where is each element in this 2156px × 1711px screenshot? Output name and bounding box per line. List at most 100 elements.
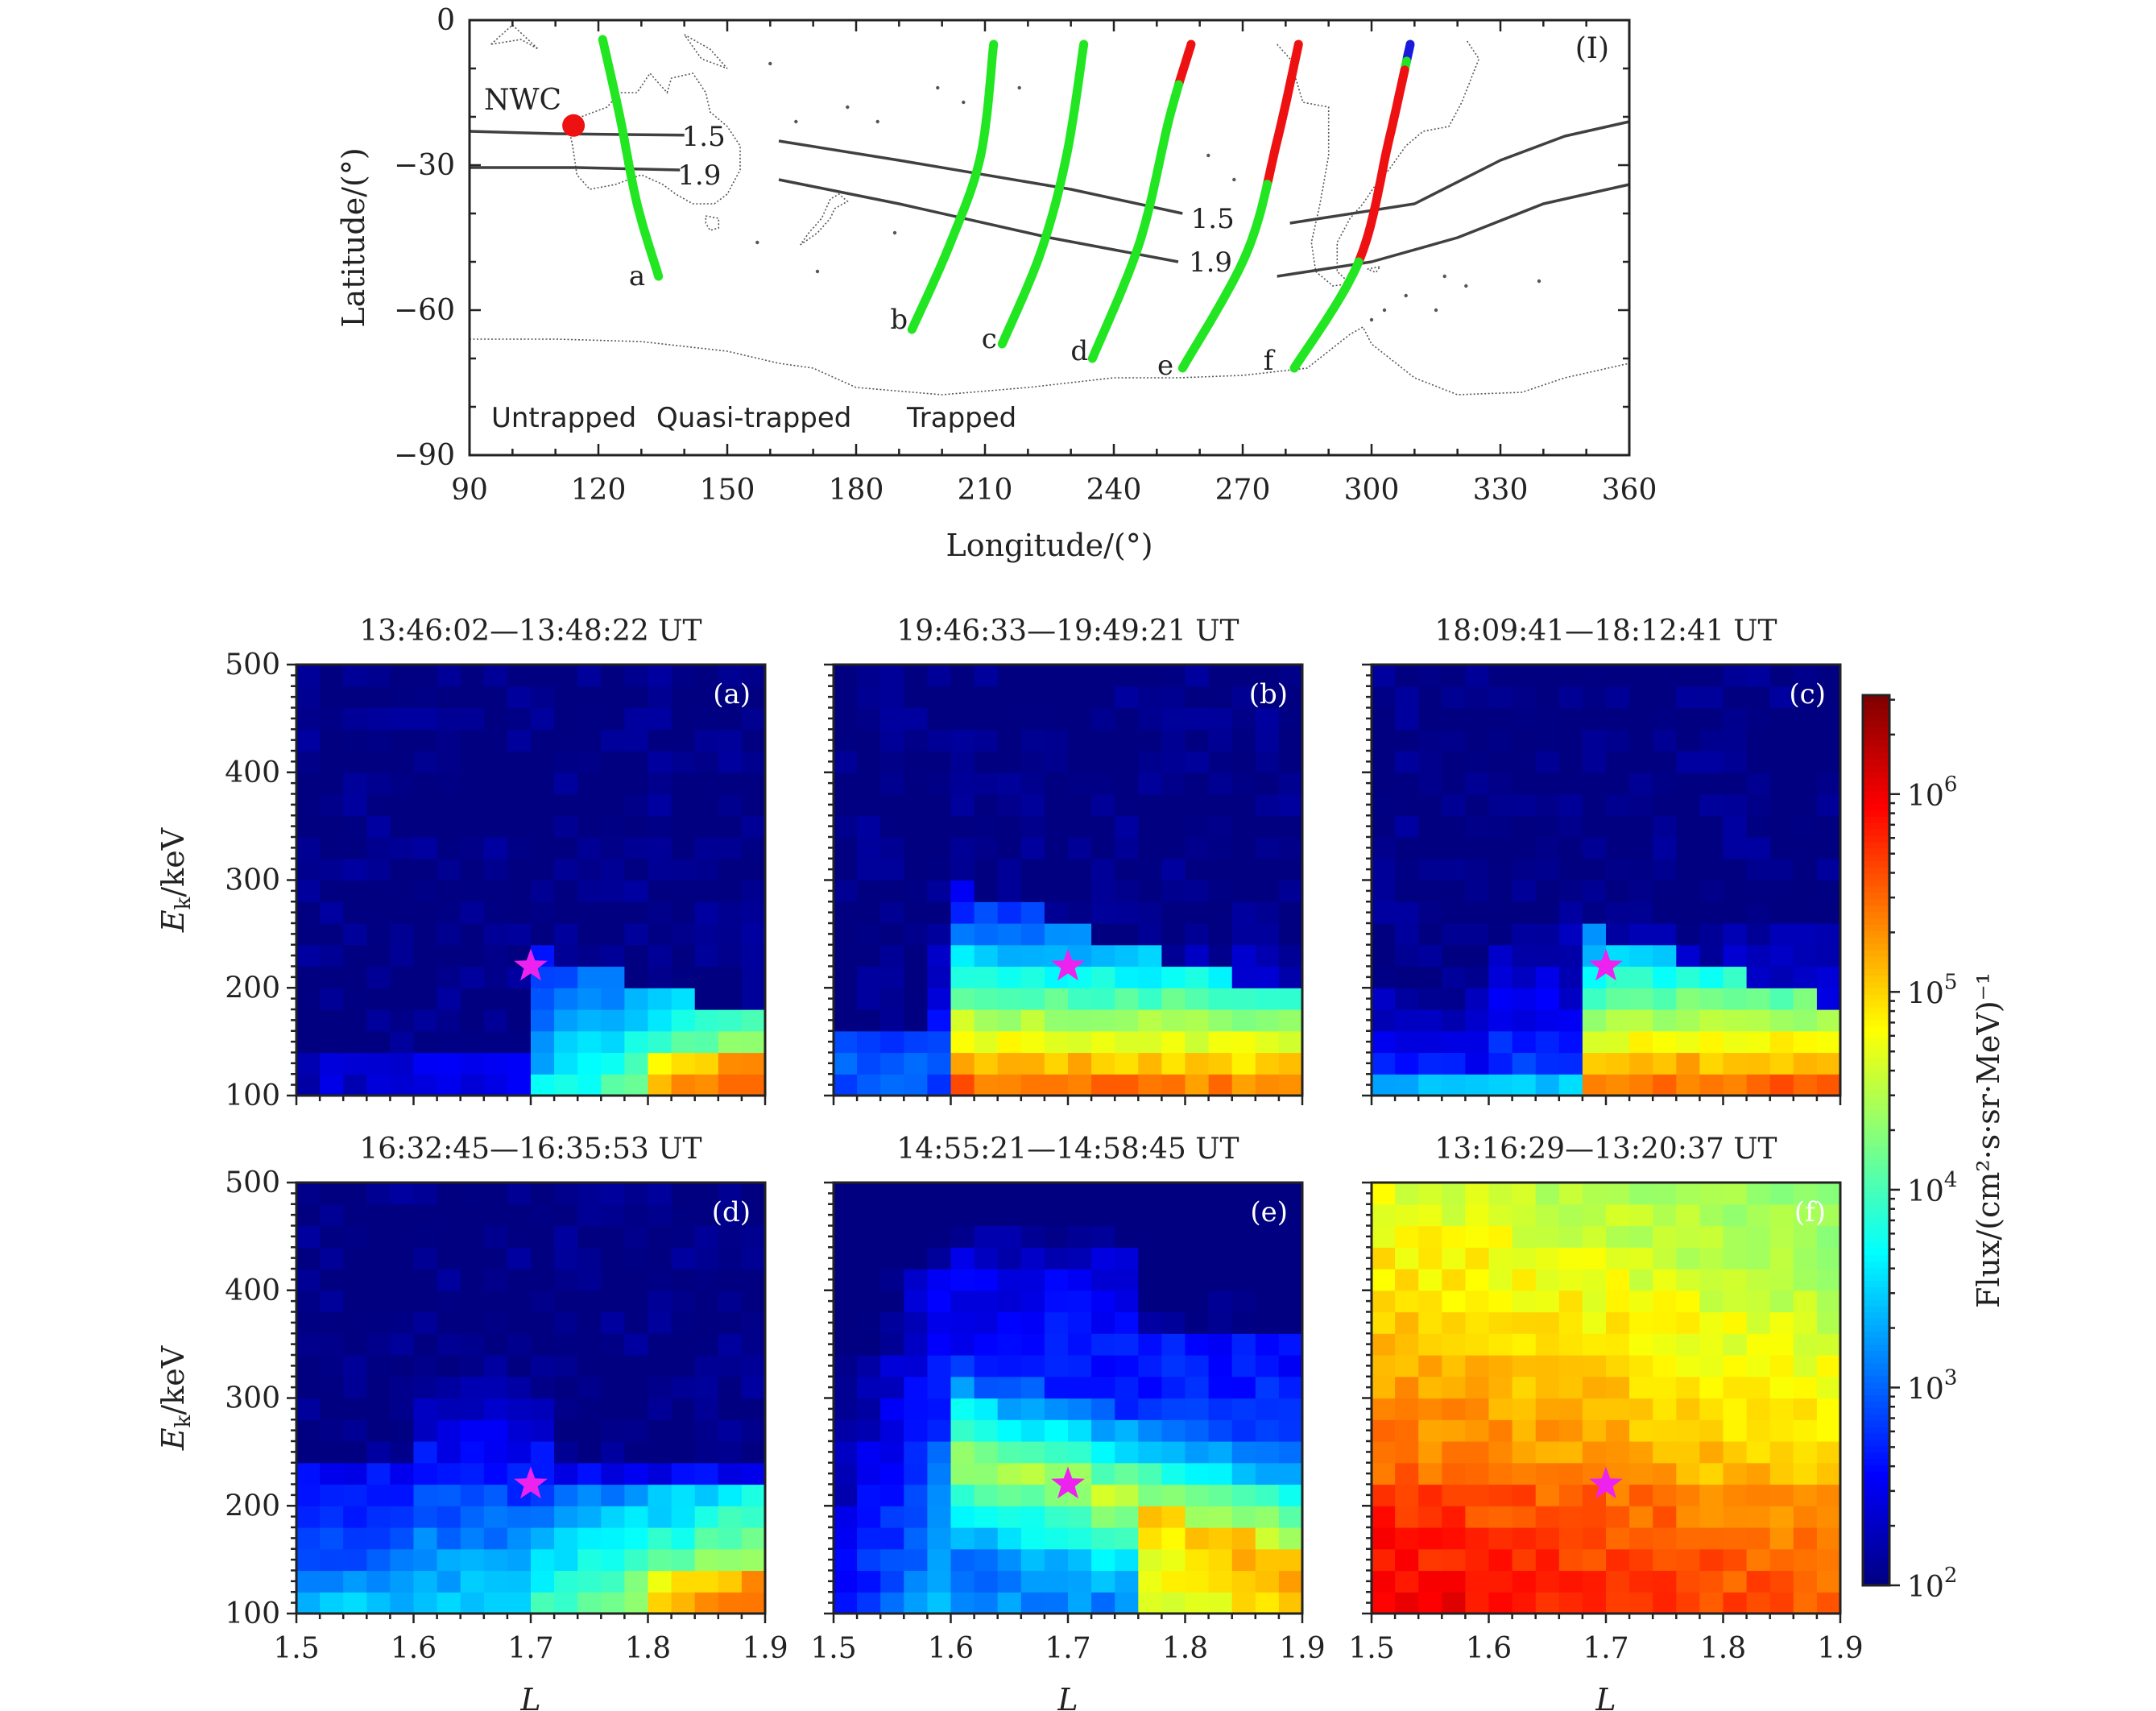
heatmap-cell xyxy=(1746,793,1771,816)
heatmap-cell xyxy=(671,1592,696,1614)
heatmap-cell xyxy=(601,1419,625,1442)
colorbar-step xyxy=(1863,797,1889,804)
heatmap-cell xyxy=(413,1333,438,1356)
heatmap-cell xyxy=(694,1333,719,1356)
heatmap-cell xyxy=(1723,966,1748,988)
heatmap-cell xyxy=(366,1311,391,1334)
heatmap-cell xyxy=(1020,1030,1045,1054)
heatmap-cell xyxy=(1231,988,1256,1010)
heatmap-cell xyxy=(1044,751,1069,773)
heatmap-cell xyxy=(296,751,321,773)
heatmap-cell xyxy=(1020,901,1045,924)
heatmap-cell xyxy=(694,1355,719,1378)
colorbar-step xyxy=(1863,1083,1889,1091)
heatmap-cell xyxy=(507,923,532,946)
heatmap-cell xyxy=(694,858,719,881)
heatmap-cell xyxy=(296,793,321,816)
heatmap-cell xyxy=(741,751,766,773)
heatmap-cell xyxy=(880,944,904,967)
colorbar-step xyxy=(1863,1210,1889,1218)
colorbar-step xyxy=(1863,1076,1889,1084)
heatmap-cell xyxy=(460,1183,485,1205)
heatmap-cell xyxy=(1793,686,1818,709)
heatmap-cell xyxy=(1676,665,1700,687)
heatmap-cell xyxy=(390,901,415,924)
heatmap-cell xyxy=(974,707,999,730)
heatmap-cell xyxy=(1769,1398,1794,1420)
heatmap-cell xyxy=(460,729,485,752)
heatmap-cell xyxy=(974,1527,999,1550)
heatmap-cell xyxy=(1699,665,1724,687)
heatmap-cell xyxy=(694,1247,719,1270)
heatmap-cell xyxy=(1769,1462,1794,1485)
heatmap-cell xyxy=(1091,1355,1115,1378)
heatmap-cell xyxy=(343,1269,367,1291)
coastline xyxy=(470,325,1630,396)
heatmap-cell xyxy=(857,729,881,752)
heatmap-cell xyxy=(1653,1225,1677,1248)
heatmap-cell xyxy=(343,1225,367,1248)
heatmap-cell xyxy=(1020,686,1045,709)
heatmap-cell xyxy=(1558,1290,1583,1313)
star-marker xyxy=(514,948,548,981)
heatmap-cell xyxy=(694,1527,719,1550)
ylabel-unit: /keV xyxy=(155,1345,191,1415)
heatmap-cell xyxy=(1793,944,1818,967)
heatmap-cell xyxy=(1769,1183,1794,1205)
heatmap-cell xyxy=(1115,837,1139,860)
heatmap-cell xyxy=(718,1419,743,1442)
heatmap-cell xyxy=(694,1484,719,1506)
heatmap-cell xyxy=(1816,1269,1841,1291)
heatmap-cell xyxy=(741,1376,766,1399)
heatmap-cell xyxy=(554,880,578,902)
heatmap-cell xyxy=(1138,1376,1162,1399)
heatmap-cell xyxy=(1255,944,1280,967)
heatmap-cell xyxy=(927,1074,952,1096)
heatmap-cell xyxy=(1769,751,1794,773)
heatmap-cell xyxy=(741,686,766,709)
heatmap-cell xyxy=(927,988,952,1010)
heatmap-cell xyxy=(1208,1462,1233,1485)
heatmap-cell xyxy=(997,1225,1022,1248)
heatmap-cell xyxy=(834,966,858,988)
heatmap-cell xyxy=(1558,1441,1583,1464)
heatmap-cell xyxy=(1068,1030,1092,1054)
heatmap-cell xyxy=(437,686,461,709)
heatmap-cell xyxy=(1653,1074,1677,1096)
heatmap-cell xyxy=(1138,729,1162,752)
heatmap-cell xyxy=(1278,1419,1303,1442)
heatmap-cell xyxy=(1442,1355,1466,1378)
heatmap-cell xyxy=(880,1592,904,1614)
heatmap-cell xyxy=(997,1030,1022,1054)
heatmap-cell xyxy=(460,944,485,967)
heatmap-cell xyxy=(1161,1462,1186,1485)
heatmap-cell xyxy=(390,1570,415,1593)
heatmap-cell xyxy=(718,1009,743,1032)
heatmap-cell xyxy=(671,1333,696,1356)
heatmap-cell xyxy=(1488,1247,1513,1270)
heatmap-cell xyxy=(1442,1225,1466,1248)
nwc-label: NWC xyxy=(484,84,561,117)
heatmap-cell xyxy=(671,729,696,752)
heatmap-cell xyxy=(1231,793,1256,816)
heatmap-cell xyxy=(1208,1030,1233,1054)
heatmap-cell xyxy=(320,923,344,946)
heatmap-cell xyxy=(1512,1419,1537,1442)
heatmap-cell xyxy=(554,1592,578,1614)
heatmap-cell xyxy=(1793,793,1818,816)
heatmap-cell xyxy=(1653,772,1677,795)
heatmap-cell xyxy=(437,1290,461,1313)
heatmap-cell xyxy=(1653,686,1677,709)
heatmap-cell xyxy=(1278,901,1303,924)
heatmap-cell xyxy=(1255,1506,1280,1528)
heatmap-cell xyxy=(437,793,461,816)
heatmap-cell xyxy=(1020,729,1045,752)
heatmap-cell xyxy=(366,665,391,687)
heatmap-cell xyxy=(483,1247,508,1270)
heatmap-cell xyxy=(601,751,625,773)
heatmap-cell xyxy=(296,1355,321,1378)
heatmap-cell xyxy=(296,1311,321,1334)
heatmap-cell xyxy=(1161,1441,1186,1464)
heatmap-cell xyxy=(1185,1009,1210,1032)
